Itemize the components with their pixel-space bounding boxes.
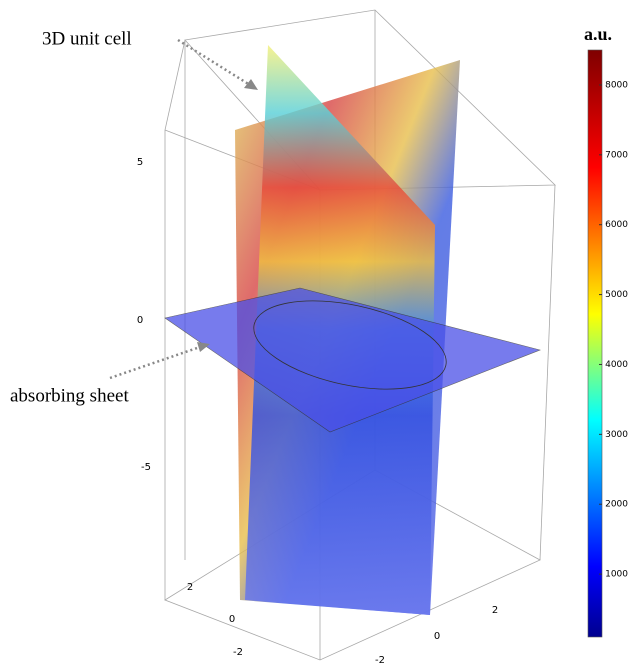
arrow: [110, 347, 200, 378]
colorbar-tick-label: 7000: [605, 150, 628, 160]
axis-tick-label: 2: [187, 582, 193, 593]
axis-tick-label: 0: [434, 631, 440, 642]
colorbar-tick-label: 8000: [605, 80, 628, 90]
absorbing-sheet: [165, 288, 540, 432]
annotation: absorbing sheet: [10, 385, 129, 406]
axis-tick-label: 5: [137, 157, 143, 168]
arrow-head: [244, 79, 258, 90]
colorbar-tick-label: 2000: [605, 500, 628, 510]
annotation: 3D unit cell: [42, 28, 132, 49]
colorbar-title: a.u.: [584, 24, 612, 44]
axis-tick-label: -5: [141, 462, 151, 473]
axis-tick-label: 0: [137, 315, 143, 326]
arrow: [178, 40, 250, 85]
axis-tick-label: -2: [233, 647, 243, 658]
colorbar-tick-label: 5000: [605, 290, 628, 300]
colorbar-tick-label: 6000: [605, 220, 628, 230]
axis-tick-label: 2: [492, 605, 498, 616]
colorbar-tick-label: 3000: [605, 430, 628, 440]
colorbar-tick-label: 1000: [605, 570, 628, 580]
axis-tick-label: -2: [375, 655, 385, 666]
colorbar-tick-label: 4000: [605, 360, 628, 370]
axis-tick-label: 0: [229, 614, 235, 625]
colorbar: [588, 50, 602, 637]
figure: 3D unit cell absorbing sheet a.u. 100020…: [0, 0, 631, 666]
plot: 3D unit cell absorbing sheet a.u. 100020…: [0, 0, 631, 666]
